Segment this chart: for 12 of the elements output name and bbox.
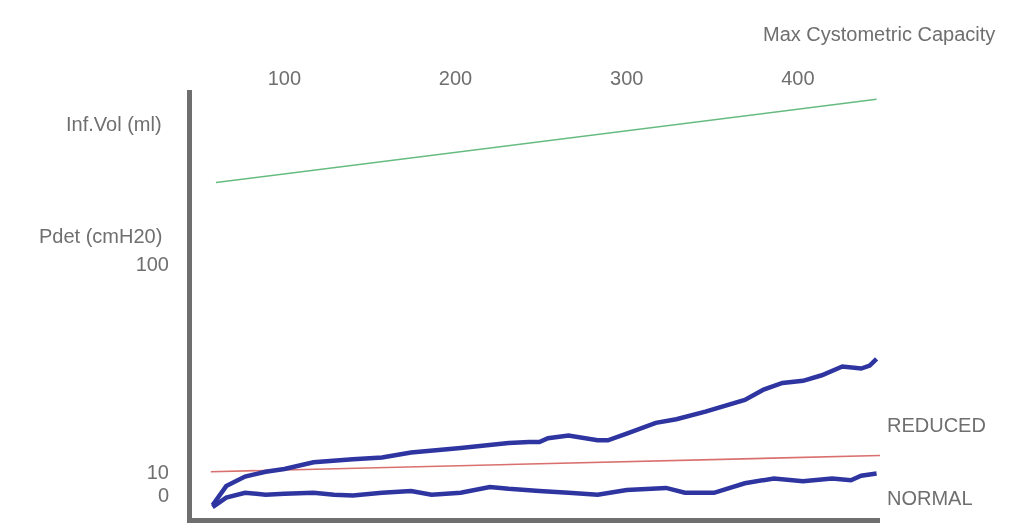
- y-tick-label: 0: [157, 483, 169, 506]
- x-tick-label: 200: [438, 67, 473, 89]
- x-tick-label: 300: [610, 67, 644, 89]
- x-tick-label: 400: [781, 67, 815, 89]
- text: Max Cystometric Capacity: [763, 23, 996, 45]
- y-tick-label: 10: [146, 460, 169, 483]
- series-label: NORMAL: [887, 487, 973, 509]
- x-axis-title: Inf.Vol (ml): [66, 113, 162, 135]
- y-tick-label: 100: [135, 252, 169, 275]
- x-tick-label: 100: [267, 67, 302, 89]
- y-axis-title: Pdet (cmH20): [39, 225, 163, 247]
- text: REDUCED: [887, 414, 986, 436]
